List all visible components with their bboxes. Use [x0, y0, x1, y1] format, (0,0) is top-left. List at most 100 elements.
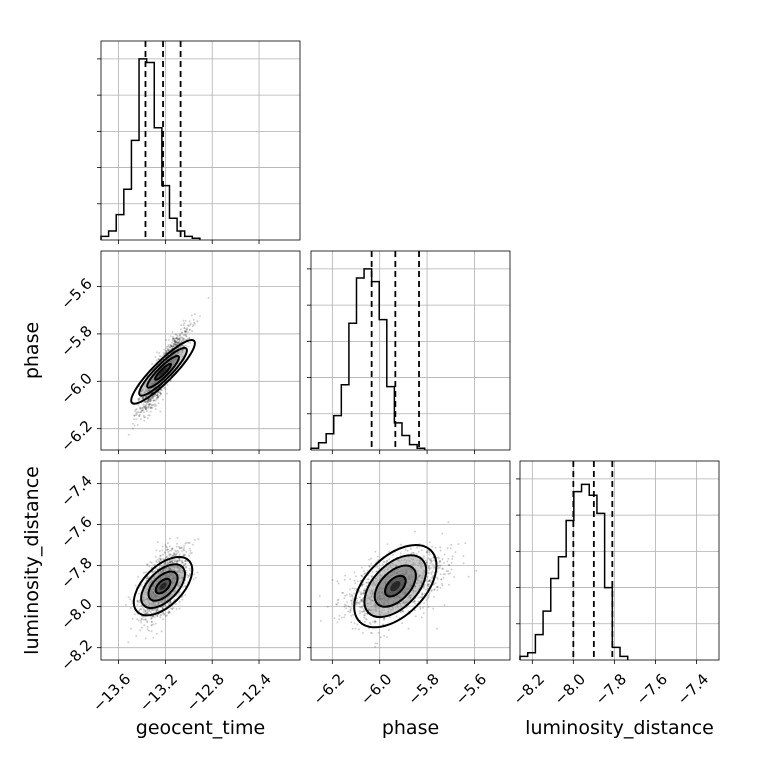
scatter-point	[389, 616, 392, 619]
scatter-point	[331, 578, 334, 581]
scatter-point	[349, 595, 352, 598]
y-tick-label: −7.6	[57, 513, 95, 551]
scatter-point	[190, 314, 193, 317]
scatter-point	[169, 380, 172, 382]
scatter-point	[445, 570, 448, 573]
scatter-point	[147, 576, 150, 579]
scatter-point	[140, 608, 143, 611]
scatter-point	[179, 346, 182, 348]
scatter-point	[182, 547, 185, 550]
scatter-point	[187, 345, 190, 348]
scatter-point	[151, 406, 154, 409]
scatter-point	[430, 560, 433, 563]
scatter-point	[187, 574, 190, 577]
scatter-point	[152, 399, 155, 402]
scatter-point	[326, 605, 329, 608]
scatter-point	[157, 358, 160, 360]
scatter-point	[360, 606, 362, 609]
scatter-point	[185, 335, 188, 338]
scatter-point	[150, 624, 153, 627]
scatter-point	[171, 561, 173, 563]
scatter-point	[157, 395, 160, 398]
scatter-point	[404, 548, 407, 551]
scatter-point	[147, 403, 150, 406]
scatter-point	[186, 328, 189, 331]
scatter-point	[443, 553, 446, 556]
scatter-point	[171, 607, 174, 610]
scatter-point	[140, 409, 143, 412]
scatter-point	[181, 338, 184, 341]
scatter-point	[188, 337, 191, 339]
scatter-point	[174, 560, 177, 563]
scatter-point	[388, 550, 391, 553]
scatter-point	[358, 602, 361, 605]
scatter-point	[467, 575, 470, 578]
scatter-point	[142, 396, 145, 399]
scatter-point	[157, 396, 159, 399]
scatter-point	[417, 600, 420, 603]
scatter-point	[153, 616, 156, 619]
scatter-point	[407, 627, 410, 630]
scatter-point	[436, 570, 439, 573]
scatter-point	[137, 575, 140, 578]
scatter-point	[429, 559, 432, 562]
scatter-point	[430, 590, 433, 592]
scatter-point	[167, 551, 170, 553]
scatter-point	[166, 542, 169, 545]
scatter-point	[181, 331, 183, 334]
scatter-point	[372, 620, 375, 623]
scatter-point	[392, 553, 394, 556]
scatter-point	[184, 542, 187, 545]
scatter-point	[146, 417, 149, 420]
scatter-point	[178, 558, 181, 561]
scatter-point	[171, 547, 174, 550]
scatter-point	[171, 339, 174, 342]
scatter-point	[185, 344, 188, 347]
scatter-point	[129, 606, 132, 609]
scatter-point	[354, 627, 357, 630]
scatter-point	[159, 558, 162, 561]
scatter-point	[349, 611, 351, 614]
scatter-point	[358, 606, 361, 609]
scatter-point	[365, 618, 368, 621]
scatter-point	[159, 392, 162, 395]
scatter-point	[343, 603, 346, 606]
scatter-point	[165, 350, 168, 353]
scatter-point	[167, 553, 170, 556]
scatter-point	[426, 575, 429, 578]
scatter-point	[157, 607, 159, 610]
scatter-point	[379, 636, 382, 639]
scatter-point	[341, 591, 344, 594]
scatter-point	[185, 334, 188, 337]
scatter-point	[150, 399, 153, 402]
scatter-point	[136, 600, 139, 603]
scatter-point	[183, 322, 186, 325]
scatter-point	[172, 607, 175, 609]
scatter-point	[440, 582, 443, 585]
scatter-point	[427, 595, 430, 598]
scatter-point	[181, 550, 184, 553]
scatter-point	[363, 612, 366, 615]
scatter-point	[442, 567, 445, 570]
scatter-point	[138, 413, 141, 416]
scatter-point	[174, 559, 177, 561]
histogram-phase	[307, 250, 511, 454]
scatter-point	[412, 601, 415, 603]
scatter-point	[169, 561, 172, 564]
scatter-point	[439, 549, 442, 552]
scatter-point	[179, 332, 182, 335]
scatter-point	[185, 331, 188, 333]
scatter-point	[154, 567, 157, 570]
scatter-point	[156, 615, 159, 617]
scatter-point	[153, 395, 156, 398]
scatter-point	[150, 403, 153, 406]
scatter-point	[360, 566, 363, 569]
scatter-point	[151, 609, 154, 612]
scatter-point	[361, 605, 364, 608]
scatter-point	[140, 583, 143, 586]
scatter-point	[414, 609, 416, 612]
scatter-point	[427, 572, 430, 575]
scatter-point	[363, 572, 366, 575]
scatter-point	[137, 601, 140, 604]
scatter-point	[169, 346, 171, 349]
